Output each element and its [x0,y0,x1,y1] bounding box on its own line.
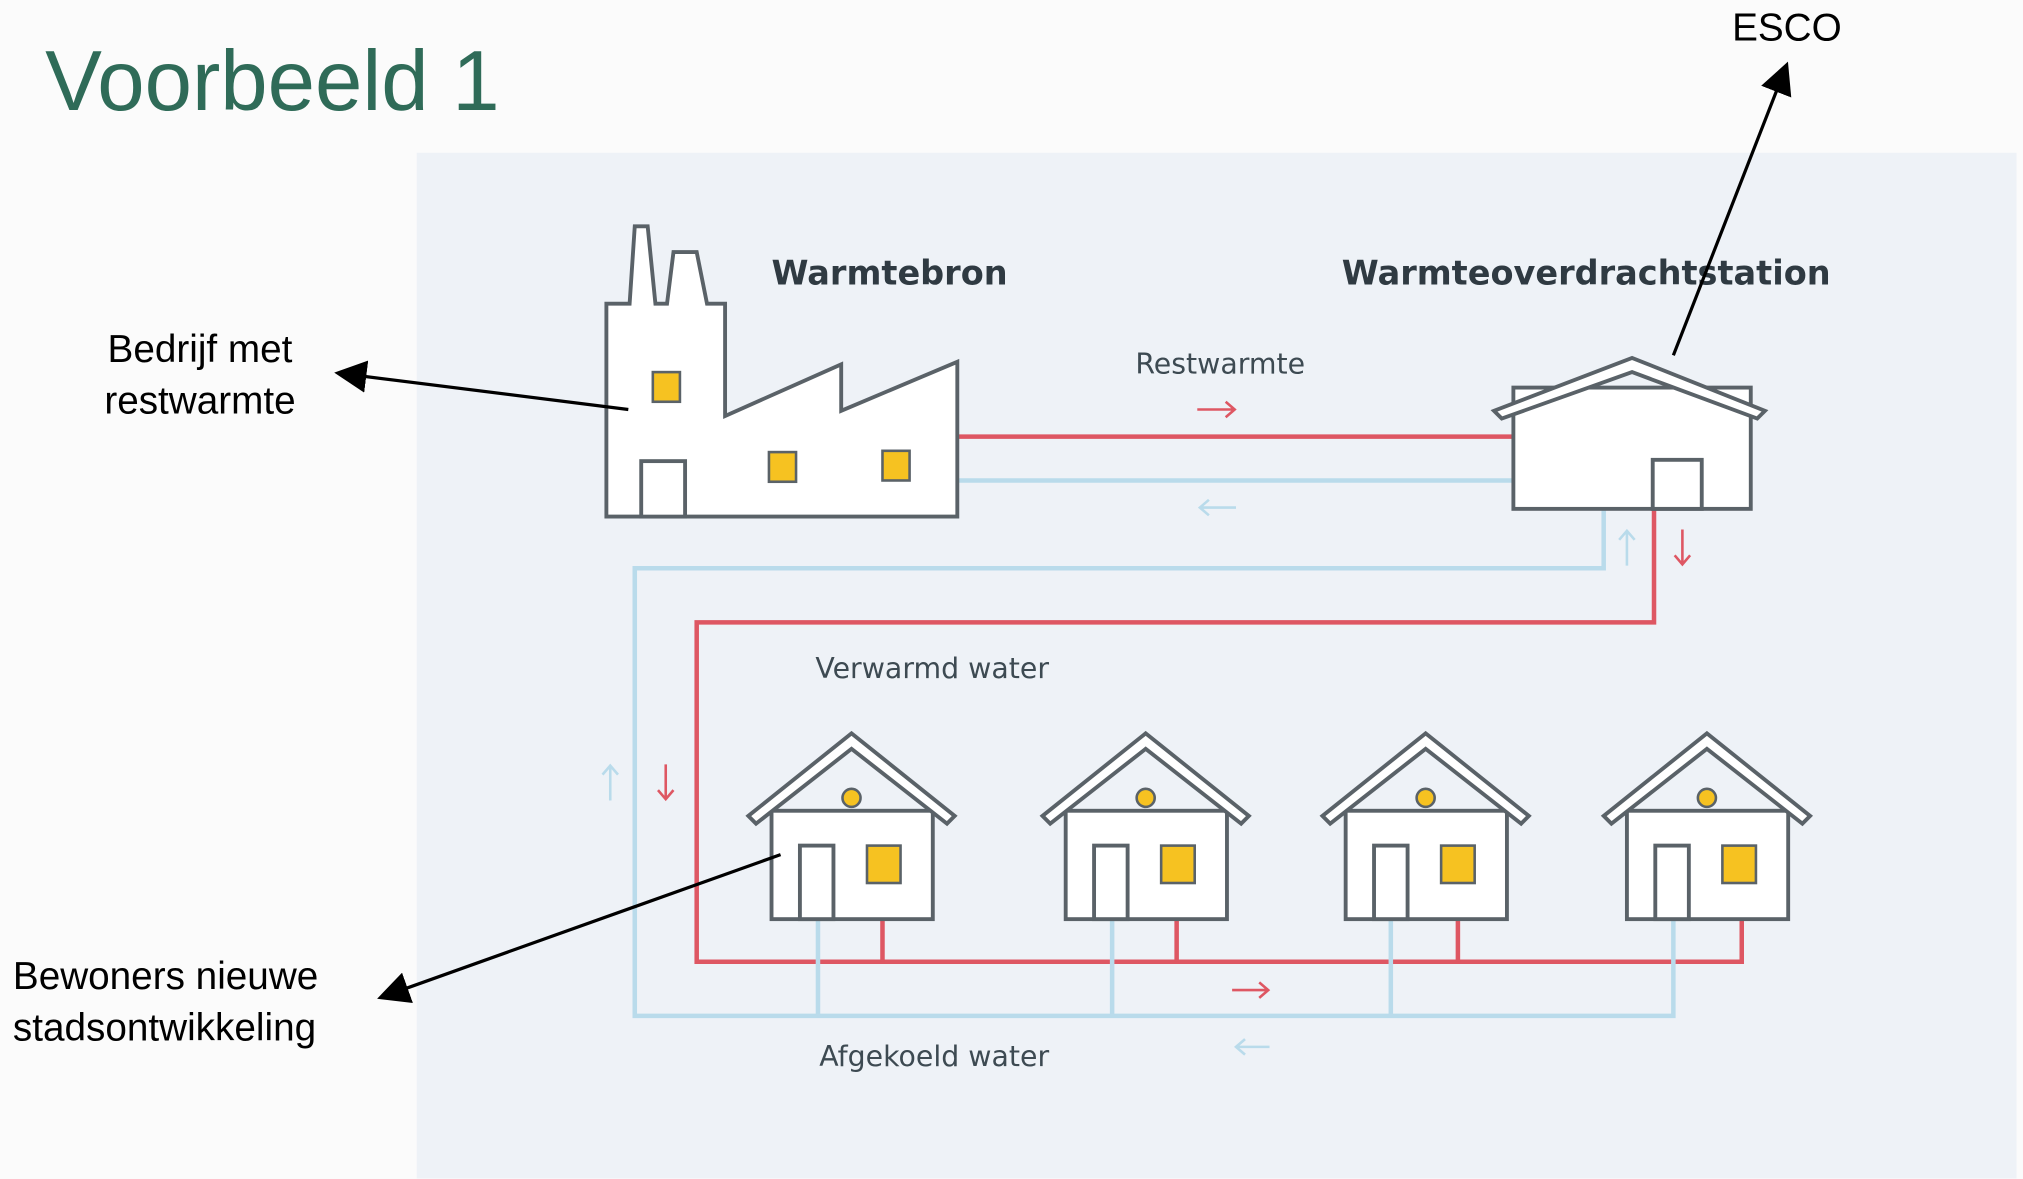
slide-title: Voorbeeld 1 [45,34,499,129]
company-label: restwarmte [104,379,295,422]
slide: Voorbeeld 1 Warmtebron Warmteoverdrachts… [0,0,2023,1179]
esco-label: ESCO [1732,7,1842,50]
residual-heat-label: Restwarmte [1135,347,1305,380]
cooled-water-label: Afgekoeld water [819,1040,1049,1073]
station-label: Warmteoverdrachtstation [1342,253,1831,292]
heated-water-label: Verwarmd water [815,652,1049,685]
residents-label: stadsontwikkeling [13,1006,316,1049]
source-label: Warmtebron [772,253,1008,292]
company-label: Bedrijf met [108,328,293,371]
residents-label: Bewoners nieuwe [13,955,318,998]
